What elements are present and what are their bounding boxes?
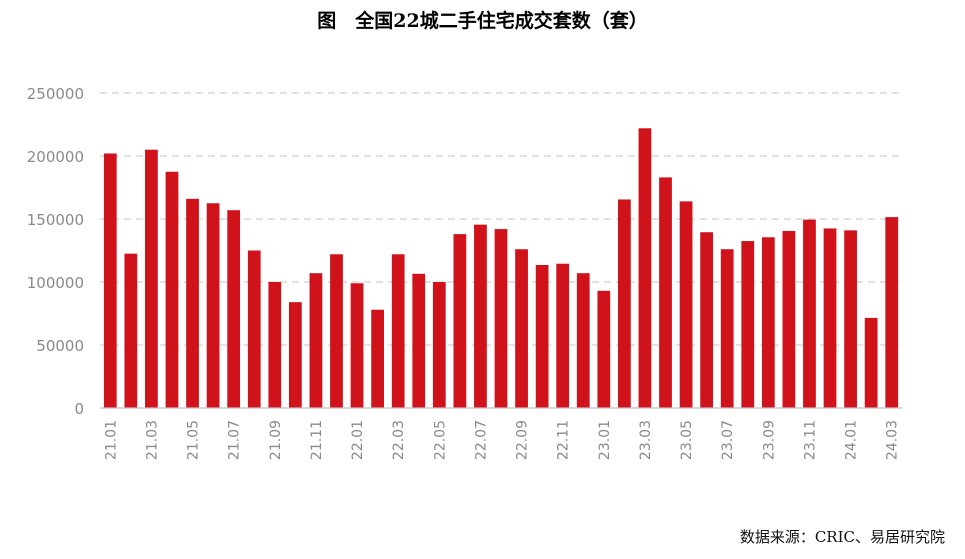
x-tick-label: 21.03 (144, 420, 160, 460)
bar (618, 199, 631, 408)
bar (844, 230, 857, 408)
bar (371, 309, 384, 408)
bar (288, 302, 302, 408)
bars (103, 128, 899, 408)
x-tick-label: 21.07 (227, 420, 243, 460)
y-axis-ticks: 0 50000 100000 150000 200000 250000 (27, 85, 84, 418)
y-tick-label: 250000 (27, 85, 84, 103)
bar (823, 228, 837, 408)
x-tick-label: 24.03 (885, 420, 901, 460)
bar (864, 317, 878, 408)
x-tick-label: 22.09 (515, 420, 531, 460)
x-tick-label: 23.01 (597, 420, 613, 460)
x-tick-label: 23.09 (761, 420, 777, 460)
bar (741, 241, 755, 408)
bar (453, 234, 467, 408)
x-tick-label: 21.09 (268, 420, 284, 460)
bar (309, 273, 323, 408)
bar (165, 171, 179, 408)
x-tick-label: 22.11 (556, 420, 572, 460)
bar (885, 217, 899, 408)
x-tick-label: 23.11 (802, 420, 818, 460)
x-tick-label: 22.05 (432, 420, 448, 460)
bar (556, 263, 570, 408)
x-tick-label: 22.01 (350, 420, 366, 460)
chart-title: 图 全国22城二手住宅成交套数（套） (317, 10, 648, 32)
y-tick-label: 100000 (27, 274, 84, 292)
bar (227, 210, 241, 408)
bar (515, 249, 528, 408)
x-tick-label: 24.01 (844, 420, 860, 460)
bar (391, 254, 405, 408)
x-tick-label: 21.01 (103, 420, 119, 460)
bar (432, 282, 446, 408)
y-tick-label: 50000 (36, 337, 84, 355)
bar (412, 273, 426, 408)
source-note: 数据来源：CRIC、易居研究院 (739, 528, 945, 546)
bar (247, 250, 261, 408)
bar (720, 249, 734, 408)
bar (206, 203, 220, 408)
bar (576, 273, 590, 408)
bar (659, 177, 672, 408)
x-axis-ticks: 21.01 21.03 21.05 21.07 21.09 21.11 22.01 22.03… (103, 420, 900, 460)
y-tick-label: 200000 (27, 148, 84, 166)
bar (474, 224, 487, 408)
bar (186, 198, 199, 408)
bar (782, 230, 796, 408)
bar (494, 229, 508, 408)
bar (350, 283, 364, 408)
y-tick-label: 0 (74, 400, 84, 418)
bar (597, 290, 611, 408)
x-tick-label: 22.07 (473, 420, 489, 460)
x-tick-label: 23.07 (720, 420, 736, 460)
x-tick-label: 21.11 (309, 420, 325, 460)
x-tick-label: 22.03 (391, 420, 407, 460)
bar (103, 153, 117, 408)
bar (330, 254, 343, 408)
bar (535, 264, 549, 408)
bar (268, 282, 282, 408)
y-tick-label: 150000 (27, 211, 84, 229)
bar (638, 128, 652, 408)
bar (803, 219, 816, 408)
x-tick-label: 21.05 (186, 420, 202, 460)
x-tick-label: 23.05 (679, 420, 695, 460)
x-tick-label: 23.03 (638, 420, 654, 460)
bar (761, 237, 775, 408)
bar (124, 253, 138, 408)
bar (679, 201, 693, 408)
bar (145, 149, 158, 408)
bar (700, 232, 714, 408)
